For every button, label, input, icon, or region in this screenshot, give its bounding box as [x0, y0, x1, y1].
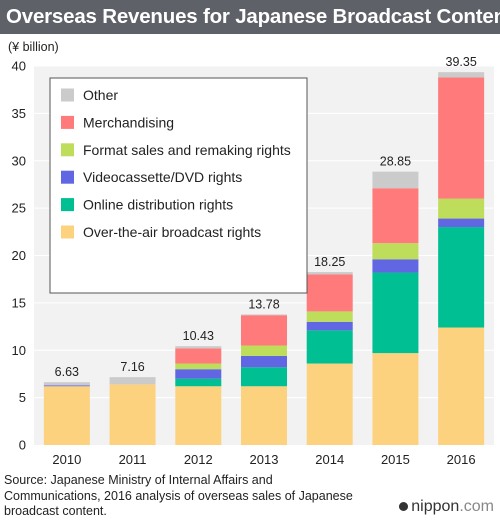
bar-segment: [438, 198, 485, 219]
y-tick-label: 35: [12, 106, 26, 121]
brand-name: nippon: [411, 498, 460, 515]
legend-swatch: [61, 170, 74, 184]
bar-segment: [241, 355, 287, 368]
bar-segment: [306, 311, 353, 322]
bar-segment: [438, 218, 485, 228]
legend-swatch: [61, 115, 74, 129]
y-tick-label: 20: [12, 248, 26, 263]
x-tick-label: 2010: [52, 452, 81, 464]
legend-box: [49, 77, 308, 294]
y-axis-label: (¥ billion): [8, 40, 59, 54]
y-tick-label: 15: [12, 295, 26, 310]
legend-entry: Other: [83, 87, 118, 103]
y-tick-label: 5: [19, 390, 26, 405]
legend-entry: Over-the-air broadcast rights: [83, 224, 261, 240]
bar-segment: [175, 346, 222, 349]
y-tick-label: 40: [12, 59, 26, 74]
title-bar: Overseas Revenues for Japanese Broadcast…: [0, 0, 500, 34]
bar-total-label: 39.35: [446, 55, 477, 69]
bar-total-label: 18.25: [314, 255, 345, 269]
x-tick-label: 2013: [250, 452, 279, 464]
bar-segment: [109, 377, 156, 385]
bar-segment: [372, 243, 419, 260]
y-tick-label: 30: [12, 153, 26, 168]
x-tick-label: 2014: [315, 452, 344, 464]
bar-total-label: 13.78: [248, 297, 279, 311]
bar-segment: [438, 77, 485, 199]
bar-segment: [372, 188, 419, 244]
brand-logo: nippon.com: [399, 498, 494, 516]
bar-total-label: 28.85: [380, 155, 411, 169]
bar-segment: [438, 327, 485, 445]
bar-total-label: 7.16: [120, 360, 144, 374]
x-tick-label: 2016: [447, 452, 476, 464]
bar-segment: [241, 315, 287, 346]
bar-segment: [43, 382, 90, 386]
x-tick-label: 2012: [184, 452, 213, 464]
bar-segment: [241, 314, 287, 316]
bar-segment: [372, 353, 419, 445]
bar-segment: [175, 386, 222, 445]
bar-segment: [306, 274, 353, 312]
bar-segment: [372, 259, 419, 273]
legend-entry: Merchandising: [83, 114, 174, 130]
bar-segment: [241, 367, 287, 387]
source-note: Source: Japanese Ministry of Internal Af…: [4, 473, 353, 518]
bar-total-label: 10.43: [183, 329, 214, 343]
bar-segment: [372, 272, 419, 354]
bar-segment: [438, 72, 485, 78]
bar-segment: [43, 386, 90, 445]
y-tick-label: 25: [12, 201, 26, 216]
bar-segment: [109, 384, 156, 445]
legend-swatch: [61, 88, 74, 102]
bar-segment: [306, 330, 353, 364]
brand-dot-icon: [399, 502, 409, 511]
y-tick-label: 10: [12, 343, 26, 358]
x-tick-label: 2015: [381, 452, 410, 464]
brand-tld: .com: [459, 498, 494, 515]
chart-title: Overseas Revenues for Japanese Broadcast…: [6, 5, 500, 28]
legend-entry: Online distribution rights: [83, 197, 233, 213]
bar-segment: [241, 386, 287, 445]
bar-segment: [175, 363, 222, 370]
bar-segment: [241, 345, 287, 356]
bar-segment: [438, 227, 485, 328]
legend-swatch: [61, 198, 74, 212]
bar-segment: [175, 378, 222, 387]
legend-entry: Videocassette/DVD rights: [83, 169, 242, 185]
bar-segment: [175, 369, 222, 379]
bar-segment: [306, 272, 353, 275]
bar-segment: [306, 321, 353, 331]
x-tick-label: 2011: [119, 452, 147, 464]
stacked-bar-chart: 0 5 10 15 20 25 30 35 40 (¥ billion) 6.63 2010 7.16 2…: [8, 40, 494, 464]
bar-segment: [372, 171, 419, 189]
bar-total-label: 6.63: [55, 365, 79, 379]
bar-segment: [306, 363, 353, 445]
legend-swatch: [61, 143, 74, 157]
legend-entry: Format sales and remaking rights: [83, 142, 291, 158]
bar-segment: [175, 348, 222, 364]
legend-swatch: [61, 225, 74, 239]
bar-segment: [43, 385, 90, 387]
y-tick-label: 0: [19, 438, 26, 453]
